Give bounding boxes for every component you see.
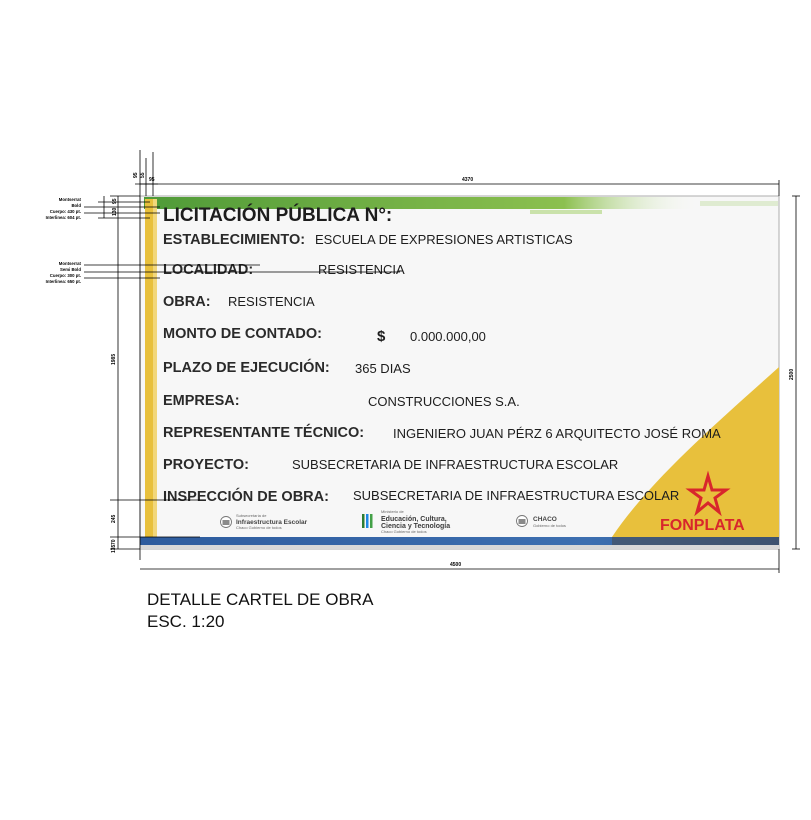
dim-height-left: 1985: [111, 354, 117, 365]
svg-text:Interlinea: 650 pt.: Interlinea: 650 pt.: [46, 279, 81, 284]
svg-text:Infraestructura Escolar: Infraestructura Escolar: [236, 519, 308, 526]
sign-board: [139, 195, 780, 550]
svg-text:Bold: Bold: [71, 203, 81, 208]
svg-text:Gobierno de todos: Gobierno de todos: [533, 523, 566, 528]
logo-educacion: Ministerio de Educación, Cultura, Cienci…: [362, 509, 450, 534]
row-value-localidad: RESISTENCIA: [318, 262, 405, 277]
svg-text:Educación, Cultura,: Educación, Cultura,: [381, 516, 447, 523]
row-value-plazo: 365 DIAS: [355, 361, 411, 376]
svg-text:Ministerio de: Ministerio de: [381, 509, 404, 514]
svg-text:Montserrat: Montserrat: [59, 261, 82, 266]
svg-text:Subsecretaría de: Subsecretaría de: [236, 513, 267, 518]
dim-top-small-a: 95: [149, 177, 155, 183]
row-label-obra: OBRA:: [163, 294, 211, 310]
dim-bottom-small: 135: [111, 544, 117, 553]
row-value-representante: INGENIERO JUAN PÉRZ 6 ARQUITECTO JOSÉ RO…: [393, 426, 721, 441]
row-value-monto: 0.000.000,00: [410, 329, 486, 344]
dim-width-bottom: 4500: [450, 562, 461, 568]
row-label-localidad: LOCALIDAD:: [163, 262, 253, 278]
dim-top-left-mid: 130: [112, 207, 118, 216]
row-label-inspeccion: INSPECCIÓN DE OBRA:: [163, 487, 329, 505]
font-note-rows: Montserrat Semi Bold Cuerpo: 300 pt. Int…: [46, 261, 82, 284]
row-label-proyecto: PROYECTO:: [163, 457, 249, 473]
dim-top-left-small: 95: [112, 198, 118, 204]
sign-title: LICITACIÓN PÚBLICA N°:: [163, 204, 392, 226]
yellow-stripe: [145, 199, 153, 549]
brand-name: FONPLATA: [660, 517, 745, 534]
svg-text:Semi Bold: Semi Bold: [60, 267, 81, 272]
row-label-monto: MONTO DE CONTADO:: [163, 326, 322, 342]
row-value-inspeccion: SUBSECRETARIA DE INFRAESTRUCTURA ESCOLAR: [353, 488, 679, 503]
row-label-plazo: PLAZO DE EJECUCIÓN:: [163, 358, 330, 376]
dimension-lines: 4370 95 55 95 4500 2500 1985 245 70 135 …: [84, 150, 800, 573]
bars-icon: [362, 514, 365, 528]
svg-text:Montserrat: Montserrat: [59, 197, 82, 202]
yellow-corner: [612, 367, 779, 537]
font-note-title: Montserrat Bold Cuerpo: 430 pt. Interlin…: [46, 197, 82, 220]
row-label-representante: REPRESENTANTE TÉCNICO:: [163, 424, 364, 441]
row-label-establecimiento: ESTABLECIMIENTO:: [163, 232, 305, 248]
logo-chaco: CHACO Gobierno de todos: [516, 515, 566, 528]
row-value-empresa: CONSTRUCCIONES S.A.: [368, 394, 520, 409]
dim-bottom-strip: 70: [111, 539, 117, 545]
logo-fonplata: FONPLATA: [660, 470, 745, 534]
dim-lower-band: 245: [111, 514, 117, 523]
svg-text:CHACO: CHACO: [533, 516, 557, 523]
row-value-proyecto: SUBSECRETARIA DE INFRAESTRUCTURA ESCOLAR: [292, 457, 618, 472]
row-value-establecimiento: ESCUELA DE EXPRESIONES ARTISTICAS: [315, 232, 573, 247]
row-label-empresa: EMPRESA:: [163, 393, 240, 409]
svg-text:Chaco Gobierno de todos: Chaco Gobierno de todos: [236, 525, 282, 530]
svg-text:Chaco Gobierno de todos: Chaco Gobierno de todos: [381, 529, 427, 534]
dim-height-right: 2500: [789, 369, 795, 380]
sign-texts: LICITACIÓN PÚBLICA N°: ESTABLECIMIENTO: …: [163, 204, 721, 505]
row-value-obra: RESISTENCIA: [228, 294, 315, 309]
caption-scale: ESC. 1:20: [147, 612, 225, 631]
dim-top-small-b: 55: [140, 172, 146, 178]
svg-text:Interlinea: 604 pt.: Interlinea: 604 pt.: [46, 215, 81, 220]
svg-text:Ciencia y Tecnología: Ciencia y Tecnología: [381, 523, 450, 530]
star-icon: [685, 470, 731, 517]
dim-width-top: 4370: [462, 177, 473, 183]
dim-top-small-c: 95: [133, 172, 139, 178]
logo-infraestructura: Subsecretaría de Infraestructura Escolar…: [220, 513, 308, 530]
svg-text:Cuerpo: 430 pt.: Cuerpo: 430 pt.: [50, 209, 81, 214]
row-prefix-monto: $: [377, 328, 386, 345]
green-band: [144, 197, 704, 209]
caption-title: DETALLE CARTEL DE OBRA: [147, 590, 374, 609]
blue-strip: [140, 537, 779, 545]
svg-text:Cuerpo: 300 pt.: Cuerpo: 300 pt.: [50, 273, 81, 278]
